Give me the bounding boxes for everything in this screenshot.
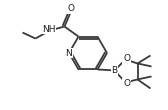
Text: O: O <box>123 54 130 63</box>
Text: NH: NH <box>42 25 55 34</box>
Text: N: N <box>66 49 72 58</box>
Text: O: O <box>123 79 130 88</box>
Text: O: O <box>67 4 74 13</box>
Text: B: B <box>111 66 118 75</box>
